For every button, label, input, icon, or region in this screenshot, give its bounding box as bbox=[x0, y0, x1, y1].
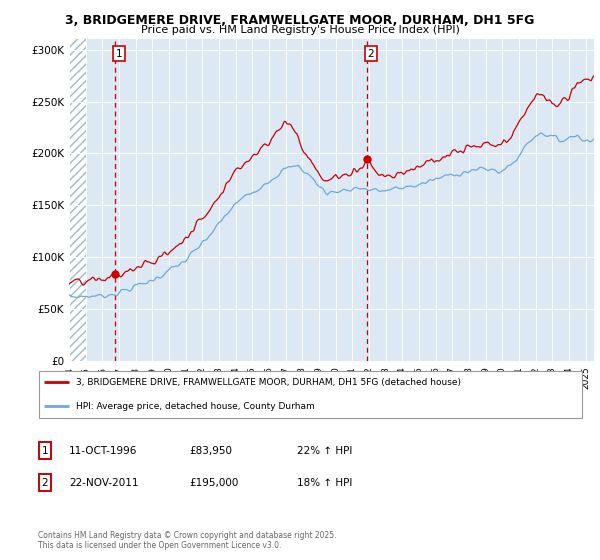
Text: 11-OCT-1996: 11-OCT-1996 bbox=[69, 446, 137, 456]
Text: 2: 2 bbox=[367, 49, 374, 59]
Bar bbox=[69, 39, 86, 361]
Text: 1: 1 bbox=[41, 446, 49, 456]
Text: 3, BRIDGEMERE DRIVE, FRAMWELLGATE MOOR, DURHAM, DH1 5FG (detached house): 3, BRIDGEMERE DRIVE, FRAMWELLGATE MOOR, … bbox=[76, 378, 461, 387]
Text: 1: 1 bbox=[115, 49, 122, 59]
Text: 22% ↑ HPI: 22% ↑ HPI bbox=[297, 446, 352, 456]
Text: Contains HM Land Registry data © Crown copyright and database right 2025.
This d: Contains HM Land Registry data © Crown c… bbox=[38, 530, 337, 550]
Text: 22-NOV-2011: 22-NOV-2011 bbox=[69, 478, 139, 488]
Text: Price paid vs. HM Land Registry's House Price Index (HPI): Price paid vs. HM Land Registry's House … bbox=[140, 25, 460, 35]
Text: £195,000: £195,000 bbox=[189, 478, 238, 488]
FancyBboxPatch shape bbox=[39, 371, 582, 418]
Text: 3, BRIDGEMERE DRIVE, FRAMWELLGATE MOOR, DURHAM, DH1 5FG: 3, BRIDGEMERE DRIVE, FRAMWELLGATE MOOR, … bbox=[65, 14, 535, 27]
Text: 2: 2 bbox=[41, 478, 49, 488]
Text: 18% ↑ HPI: 18% ↑ HPI bbox=[297, 478, 352, 488]
Text: HPI: Average price, detached house, County Durham: HPI: Average price, detached house, Coun… bbox=[76, 402, 314, 410]
Text: £83,950: £83,950 bbox=[189, 446, 232, 456]
FancyBboxPatch shape bbox=[38, 474, 52, 491]
FancyBboxPatch shape bbox=[38, 442, 52, 459]
